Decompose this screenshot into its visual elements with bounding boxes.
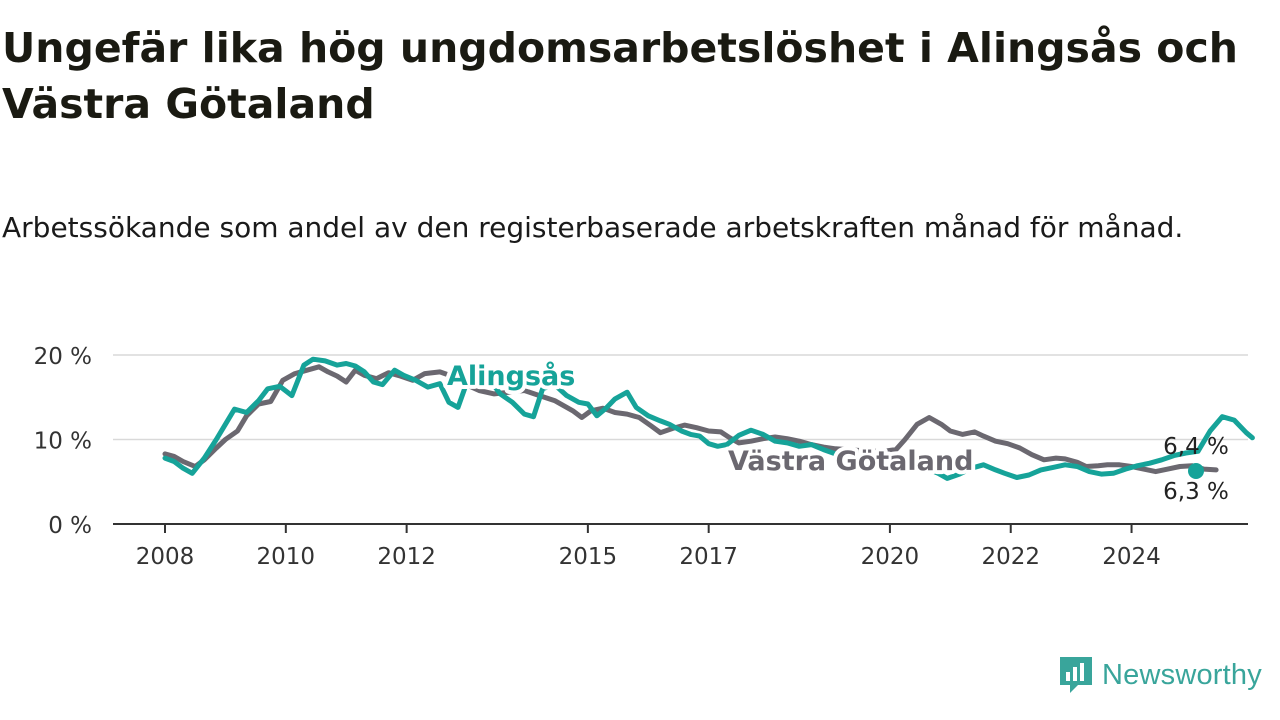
x-tick-label: 2024 [1102,544,1161,570]
series-label-alingsas: Alingsås [447,360,575,392]
x-tick-label: 2017 [679,544,738,570]
newsworthy-logo-text: Newsworthy [1102,658,1262,691]
series-line-västra-götaland [162,364,1219,475]
newsworthy-logo: Newsworthy [1058,654,1262,696]
series-label-vastra-gotaland: Västra Götaland [728,446,973,477]
x-axis: 2008 2010 2012 2015 2017 2020 2022 2024 [113,523,1248,570]
x-tick-label: 2010 [257,544,316,570]
end-label-vastra-gotaland: 6,4 % [1163,434,1229,460]
y-tick-label: 10 % [34,429,92,455]
x-tick-label: 2022 [981,544,1040,570]
x-tick-label: 2020 [861,544,920,570]
y-tick-label: 20 % [34,344,92,370]
end-label-alingsas: 6,3 % [1163,479,1229,505]
x-tick-label: 2008 [136,544,195,570]
newsworthy-logo-icon [1060,657,1092,693]
line-chart: 0 % 10 % 20 % 2008 2010 2012 2015 2017 2020 2022… [34,344,1255,570]
series-layer [162,356,1255,481]
chart-subtitle: Arbetssökande som andel av den registerb… [2,211,1184,244]
label-layer: Alingsås Västra Götaland 6,4 % 6,3 % [443,356,1229,505]
series-line-alingsås [162,356,1255,481]
end-point-marker [1188,463,1204,479]
x-tick-label: 2015 [559,544,618,570]
chart-title: Ungefär lika hög ungdomsarbetslöshet i A… [2,24,1238,128]
x-tick-label: 2012 [377,544,436,570]
y-tick-label: 0 % [48,513,92,539]
grid-layer: 0 % 10 % 20 % [34,344,1248,539]
